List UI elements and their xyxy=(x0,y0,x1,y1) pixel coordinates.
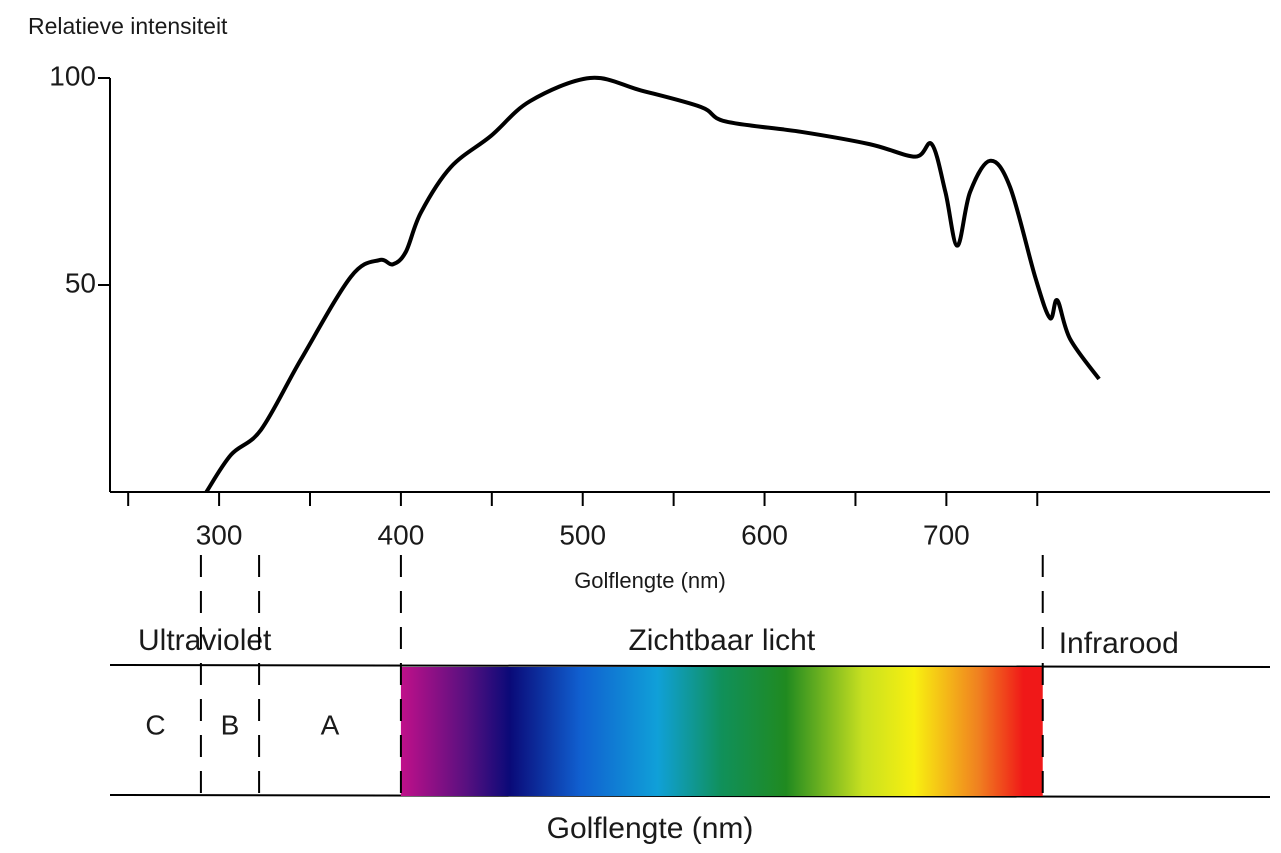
x-tick-label: 400 xyxy=(378,519,425,550)
band-top-line xyxy=(109,664,1271,668)
uv-band-label: C xyxy=(145,709,165,740)
spectrum-axis-label: Golflengte (nm) xyxy=(547,812,754,845)
visible-spectrum xyxy=(400,667,1043,796)
region-label: Infrarood xyxy=(1059,627,1179,660)
region-label: Ultraviolet xyxy=(138,624,272,657)
uv-band-label: B xyxy=(221,709,240,740)
region-label: Zichtbaar licht xyxy=(628,624,815,657)
x-tick-label: 600 xyxy=(741,519,788,550)
x-tick-label: 300 xyxy=(196,519,243,550)
y-tick-label: 100 xyxy=(49,60,96,91)
intensity-line xyxy=(204,75,1101,494)
y-tick-label: 50 xyxy=(65,267,96,298)
x-axis-label: Golflengte (nm) xyxy=(574,568,726,593)
x-tick-label: 500 xyxy=(559,519,606,550)
y-axis-label: Relatieve intensiteit xyxy=(28,13,228,39)
uv-band-label: A xyxy=(321,709,340,740)
x-tick-label: 700 xyxy=(923,519,970,550)
